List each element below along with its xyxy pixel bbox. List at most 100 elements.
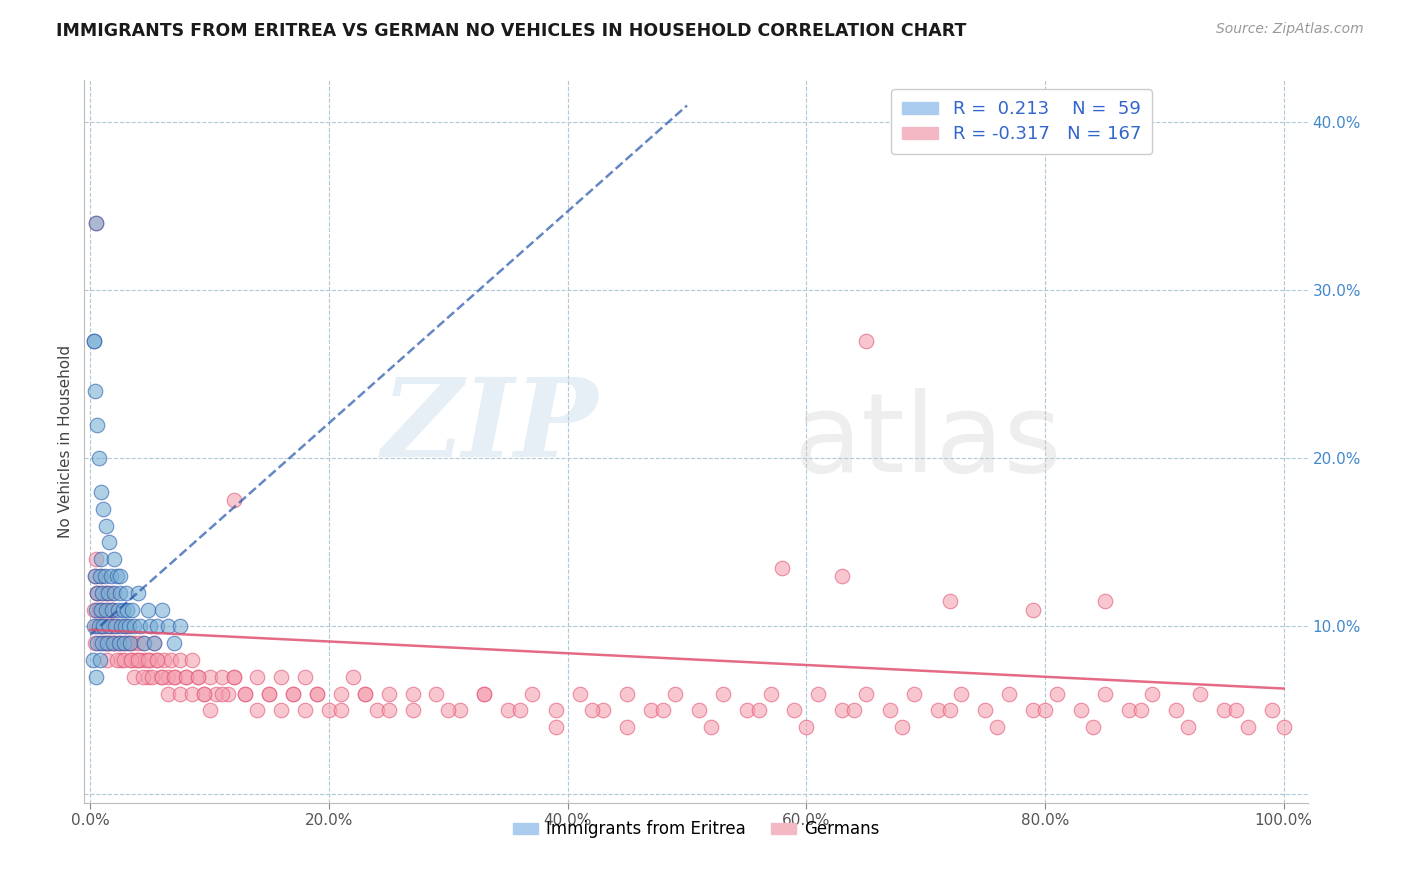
Point	[509, 703, 531, 717]
Point	[174, 670, 197, 684]
Point	[84, 552, 107, 566]
Point	[401, 687, 423, 701]
Point	[217, 687, 239, 701]
Point	[307, 687, 329, 701]
Point	[83, 334, 105, 348]
Text: Source: ZipAtlas.com: Source: ZipAtlas.com	[1216, 22, 1364, 37]
Point	[108, 636, 131, 650]
Point	[544, 703, 567, 717]
Point	[132, 670, 155, 684]
Point	[120, 653, 142, 667]
Point	[748, 703, 770, 717]
Point	[855, 687, 877, 701]
Point	[107, 602, 129, 616]
Point	[101, 619, 124, 633]
Point	[294, 703, 316, 717]
Point	[581, 703, 603, 717]
Point	[93, 501, 115, 516]
Point	[425, 687, 447, 701]
Point	[353, 687, 375, 701]
Point	[83, 602, 105, 616]
Point	[89, 653, 111, 667]
Point	[180, 653, 202, 667]
Point	[100, 602, 122, 616]
Point	[169, 687, 191, 701]
Point	[84, 569, 107, 583]
Point	[270, 703, 292, 717]
Point	[89, 636, 111, 650]
Point	[1070, 703, 1092, 717]
Point	[153, 653, 176, 667]
Point	[100, 619, 122, 633]
Point	[84, 384, 107, 398]
Point	[105, 569, 128, 583]
Point	[87, 451, 110, 466]
Point	[759, 687, 782, 701]
Point	[1022, 602, 1045, 616]
Point	[118, 636, 141, 650]
Point	[855, 334, 877, 348]
Point	[688, 703, 710, 717]
Text: IMMIGRANTS FROM ERITREA VS GERMAN NO VEHICLES IN HOUSEHOLD CORRELATION CHART: IMMIGRANTS FROM ERITREA VS GERMAN NO VEH…	[56, 22, 966, 40]
Point	[96, 586, 118, 600]
Point	[132, 636, 155, 650]
Point	[1177, 720, 1199, 734]
Point	[174, 670, 197, 684]
Point	[235, 687, 257, 701]
Point	[616, 687, 638, 701]
Point	[165, 670, 187, 684]
Point	[83, 334, 105, 348]
Point	[294, 670, 316, 684]
Point	[110, 619, 132, 633]
Point	[149, 670, 172, 684]
Point	[105, 653, 128, 667]
Point	[142, 636, 165, 650]
Point	[160, 653, 183, 667]
Point	[93, 569, 115, 583]
Point	[998, 687, 1021, 701]
Point	[90, 485, 112, 500]
Point	[831, 569, 853, 583]
Point	[90, 602, 112, 616]
Point	[108, 636, 131, 650]
Point	[111, 602, 134, 616]
Point	[134, 653, 156, 667]
Point	[115, 619, 138, 633]
Point	[664, 687, 686, 701]
Point	[568, 687, 591, 701]
Point	[94, 518, 117, 533]
Point	[103, 552, 125, 566]
Point	[90, 552, 112, 566]
Point	[86, 636, 108, 650]
Point	[329, 703, 352, 717]
Point	[103, 586, 125, 600]
Point	[87, 602, 110, 616]
Point	[1046, 687, 1069, 701]
Point	[401, 703, 423, 717]
Point	[124, 670, 146, 684]
Point	[180, 687, 202, 701]
Point	[112, 653, 135, 667]
Point	[97, 602, 120, 616]
Point	[472, 687, 495, 701]
Point	[198, 703, 221, 717]
Point	[903, 687, 925, 701]
Point	[132, 636, 155, 650]
Point	[105, 619, 128, 633]
Point	[89, 569, 111, 583]
Point	[117, 619, 139, 633]
Point	[86, 586, 108, 600]
Point	[1272, 720, 1295, 734]
Point	[1166, 703, 1188, 717]
Point	[842, 703, 865, 717]
Point	[142, 636, 165, 650]
Point	[652, 703, 675, 717]
Point	[83, 619, 105, 633]
Point	[101, 586, 124, 600]
Point	[90, 619, 112, 633]
Point	[98, 636, 121, 650]
Point	[91, 619, 114, 633]
Point	[97, 586, 120, 600]
Point	[1225, 703, 1247, 717]
Point	[342, 670, 364, 684]
